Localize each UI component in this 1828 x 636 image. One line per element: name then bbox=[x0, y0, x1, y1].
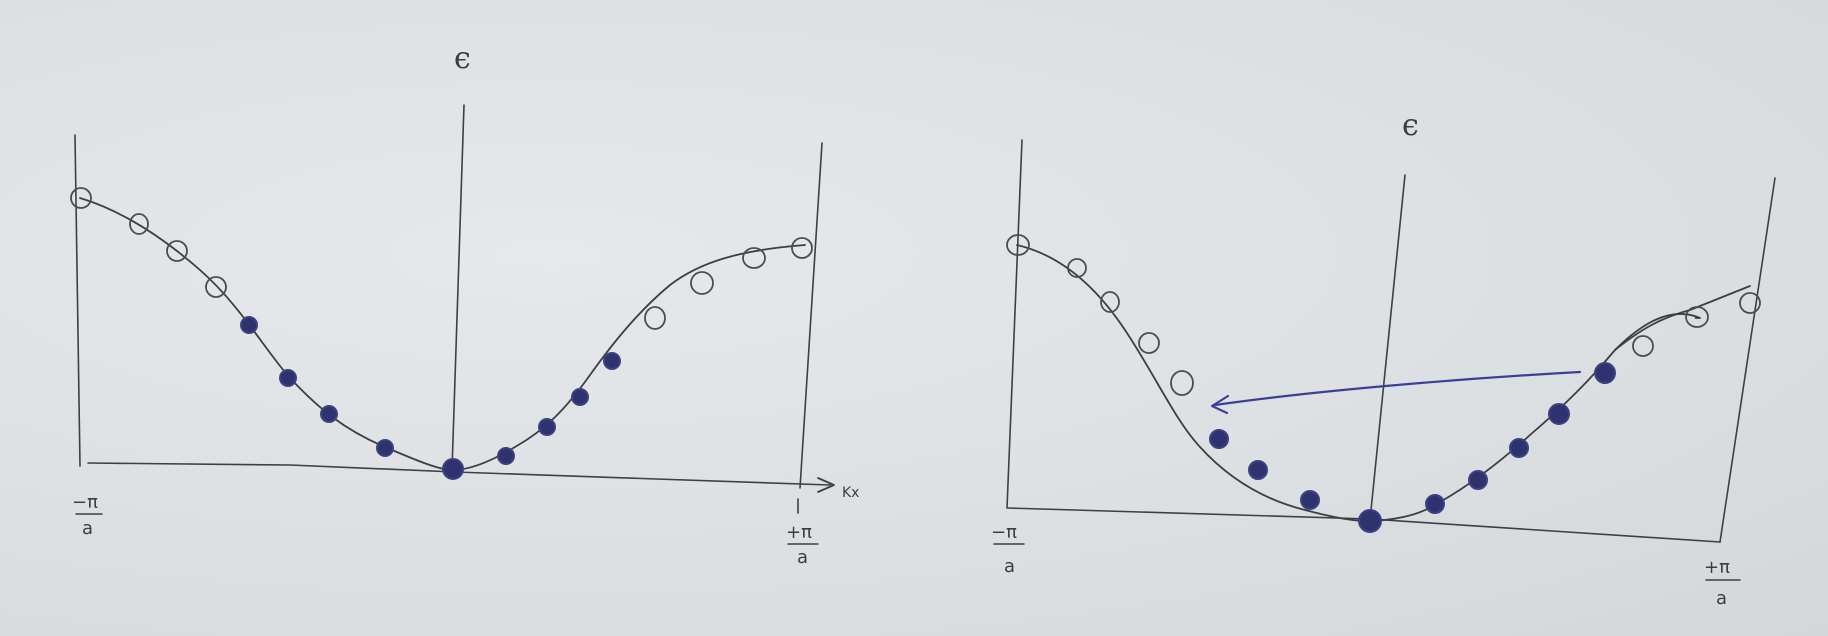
pos-pi-numerator: +π bbox=[786, 522, 812, 543]
left-band-diagram: ϵ Kx −π a +π a bbox=[70, 41, 859, 568]
empty-state bbox=[1100, 291, 1120, 313]
empty-state bbox=[644, 306, 666, 330]
neg-pi-numerator: −π bbox=[72, 492, 98, 513]
scattering-arrowhead bbox=[1210, 394, 1230, 415]
left-kx-arrowhead bbox=[817, 477, 835, 493]
neg-pi-denominator: a bbox=[1004, 556, 1015, 577]
right-pos-boundary-label: +π a bbox=[1704, 557, 1741, 609]
right-band-diagram: ϵ −π a +π a bbox=[991, 108, 1776, 609]
filled-state bbox=[571, 388, 589, 406]
left-pos-boundary-label: +π a bbox=[786, 522, 819, 568]
filled-state bbox=[1509, 438, 1529, 458]
filled-state bbox=[1594, 362, 1616, 384]
right-dispersion-curve-lower bbox=[1016, 244, 1701, 523]
filled-state bbox=[497, 447, 515, 465]
filled-state bbox=[1358, 509, 1382, 533]
empty-state bbox=[1067, 258, 1087, 278]
left-kx-label: Kx bbox=[842, 485, 859, 501]
neg-pi-denominator: a bbox=[82, 518, 93, 539]
left-zone-boundary-neg bbox=[74, 134, 81, 467]
filled-state bbox=[1248, 460, 1268, 480]
filled-state bbox=[1209, 429, 1229, 449]
empty-state bbox=[1170, 370, 1194, 396]
empty-state bbox=[690, 271, 714, 295]
right-zone-boundary-pos bbox=[1719, 177, 1776, 543]
pos-pi-denominator: a bbox=[797, 547, 808, 568]
filled-state bbox=[1425, 494, 1445, 514]
empty-state bbox=[1632, 335, 1654, 357]
filled-state bbox=[320, 405, 338, 423]
scattering-arrow bbox=[1213, 370, 1582, 407]
empty-state bbox=[70, 187, 92, 209]
empty-state bbox=[166, 240, 188, 262]
empty-state bbox=[1006, 234, 1030, 256]
empty-state bbox=[742, 247, 766, 269]
filled-state bbox=[442, 458, 464, 480]
right-neg-boundary-label: −π a bbox=[991, 522, 1025, 577]
empty-state bbox=[1739, 292, 1761, 314]
empty-state bbox=[129, 213, 149, 235]
filled-state bbox=[1548, 403, 1570, 425]
pos-pi-denominator: a bbox=[1716, 588, 1727, 609]
filled-state bbox=[1300, 490, 1320, 510]
empty-state bbox=[791, 237, 813, 259]
right-energy-label: ϵ bbox=[1402, 108, 1419, 143]
right-energy-axis bbox=[1369, 174, 1406, 521]
filled-state bbox=[538, 418, 556, 436]
empty-state bbox=[1138, 332, 1160, 354]
filled-state bbox=[376, 439, 394, 457]
neg-pi-numerator: −π bbox=[991, 522, 1017, 543]
pos-pi-numerator: +π bbox=[1704, 557, 1730, 578]
left-dispersion-curve bbox=[79, 197, 806, 471]
filled-state bbox=[603, 352, 621, 370]
empty-state bbox=[205, 276, 227, 298]
filled-state bbox=[279, 369, 297, 387]
filled-state bbox=[240, 316, 258, 334]
empty-state bbox=[1685, 306, 1709, 328]
filled-state bbox=[1468, 470, 1488, 490]
left-energy-label: ϵ bbox=[454, 41, 471, 76]
right-zone-boundary-neg bbox=[1006, 139, 1023, 509]
left-zone-boundary-pos bbox=[799, 142, 823, 489]
left-neg-boundary-label: −π a bbox=[72, 492, 103, 539]
left-energy-axis bbox=[451, 104, 465, 471]
left-kx-axis bbox=[87, 462, 831, 486]
